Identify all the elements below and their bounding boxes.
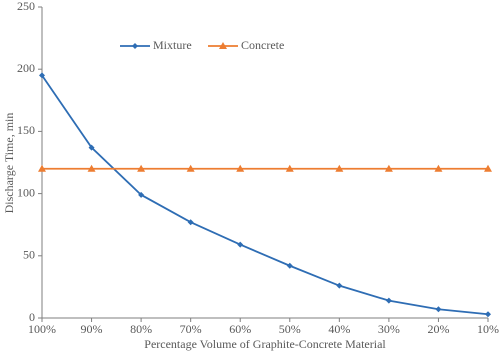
marker — [434, 164, 443, 172]
legend-label: Concrete — [241, 38, 284, 52]
x-tick-label: 50% — [279, 322, 301, 336]
x-tick-label: 40% — [328, 322, 350, 336]
line — [41, 74, 489, 316]
marker — [87, 164, 96, 172]
y-tick-label: 200 — [17, 61, 35, 75]
marker — [384, 164, 393, 172]
marker — [336, 282, 343, 289]
marker — [286, 262, 293, 269]
legend-marker — [219, 42, 227, 49]
legend-label: Mixture — [153, 38, 192, 52]
x-tick-label: 30% — [378, 322, 400, 336]
marker — [335, 164, 344, 172]
marker — [484, 164, 492, 172]
y-tick-label: 250 — [17, 0, 35, 13]
y-tick-label: 150 — [17, 123, 35, 137]
marker — [138, 191, 145, 198]
legend-marker — [132, 43, 138, 49]
y-tick-label: 50 — [23, 248, 35, 262]
marker — [435, 306, 442, 313]
x-tick-label: 60% — [229, 322, 251, 336]
y-axis-title: Discharge Time, min — [2, 113, 16, 214]
marker — [285, 164, 294, 172]
marker — [385, 297, 392, 304]
marker — [485, 311, 491, 318]
marker — [88, 144, 95, 151]
x-tick-label: 20% — [427, 322, 449, 336]
x-tick-label: 100% — [28, 322, 56, 336]
marker — [187, 219, 194, 226]
y-tick-label: 100 — [17, 185, 35, 199]
marker — [186, 164, 195, 172]
marker — [237, 241, 244, 248]
x-tick-label: 10% — [477, 322, 499, 336]
x-tick-label: 90% — [81, 322, 103, 336]
marker — [137, 164, 146, 172]
marker — [236, 164, 245, 172]
x-tick-label: 80% — [130, 322, 152, 336]
marker — [39, 72, 45, 79]
y-tick-label: 0 — [29, 310, 35, 324]
x-axis-title: Percentage Volume of Graphite-Concrete M… — [144, 337, 386, 351]
x-tick-label: 70% — [180, 322, 202, 336]
marker — [38, 164, 46, 172]
